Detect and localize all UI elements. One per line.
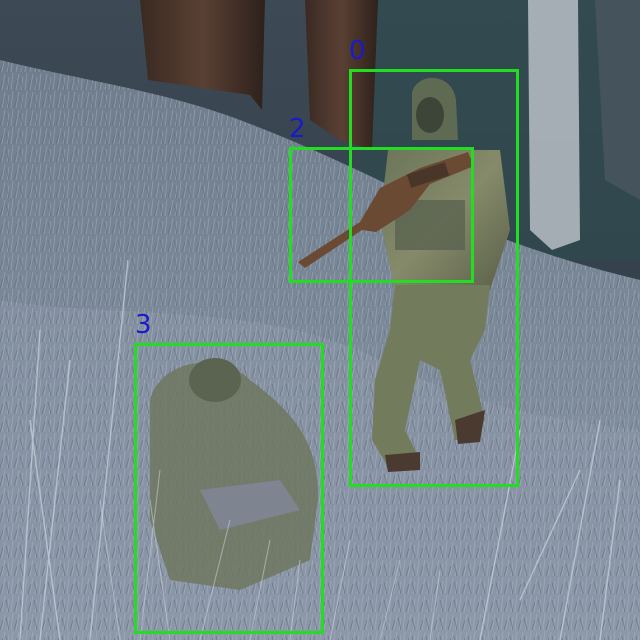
rifle bbox=[298, 152, 474, 268]
tree-trunk-center bbox=[305, 0, 378, 150]
tree-trunk-left bbox=[140, 0, 265, 110]
detection-box-2 bbox=[289, 147, 474, 283]
foreground-grass bbox=[99, 469, 441, 640]
detection-label-0: 0 bbox=[349, 36, 366, 66]
prone-soldier bbox=[150, 358, 319, 590]
tree-trunk-far-right bbox=[595, 0, 640, 200]
detection-label-3: 3 bbox=[135, 310, 152, 340]
detection-box-3 bbox=[134, 343, 324, 634]
standing-soldier bbox=[372, 77, 510, 472]
birch-trunk-right bbox=[528, 0, 580, 250]
detection-box-0 bbox=[349, 69, 519, 487]
detection-label-2: 2 bbox=[289, 114, 306, 144]
dry-branches bbox=[19, 259, 621, 640]
